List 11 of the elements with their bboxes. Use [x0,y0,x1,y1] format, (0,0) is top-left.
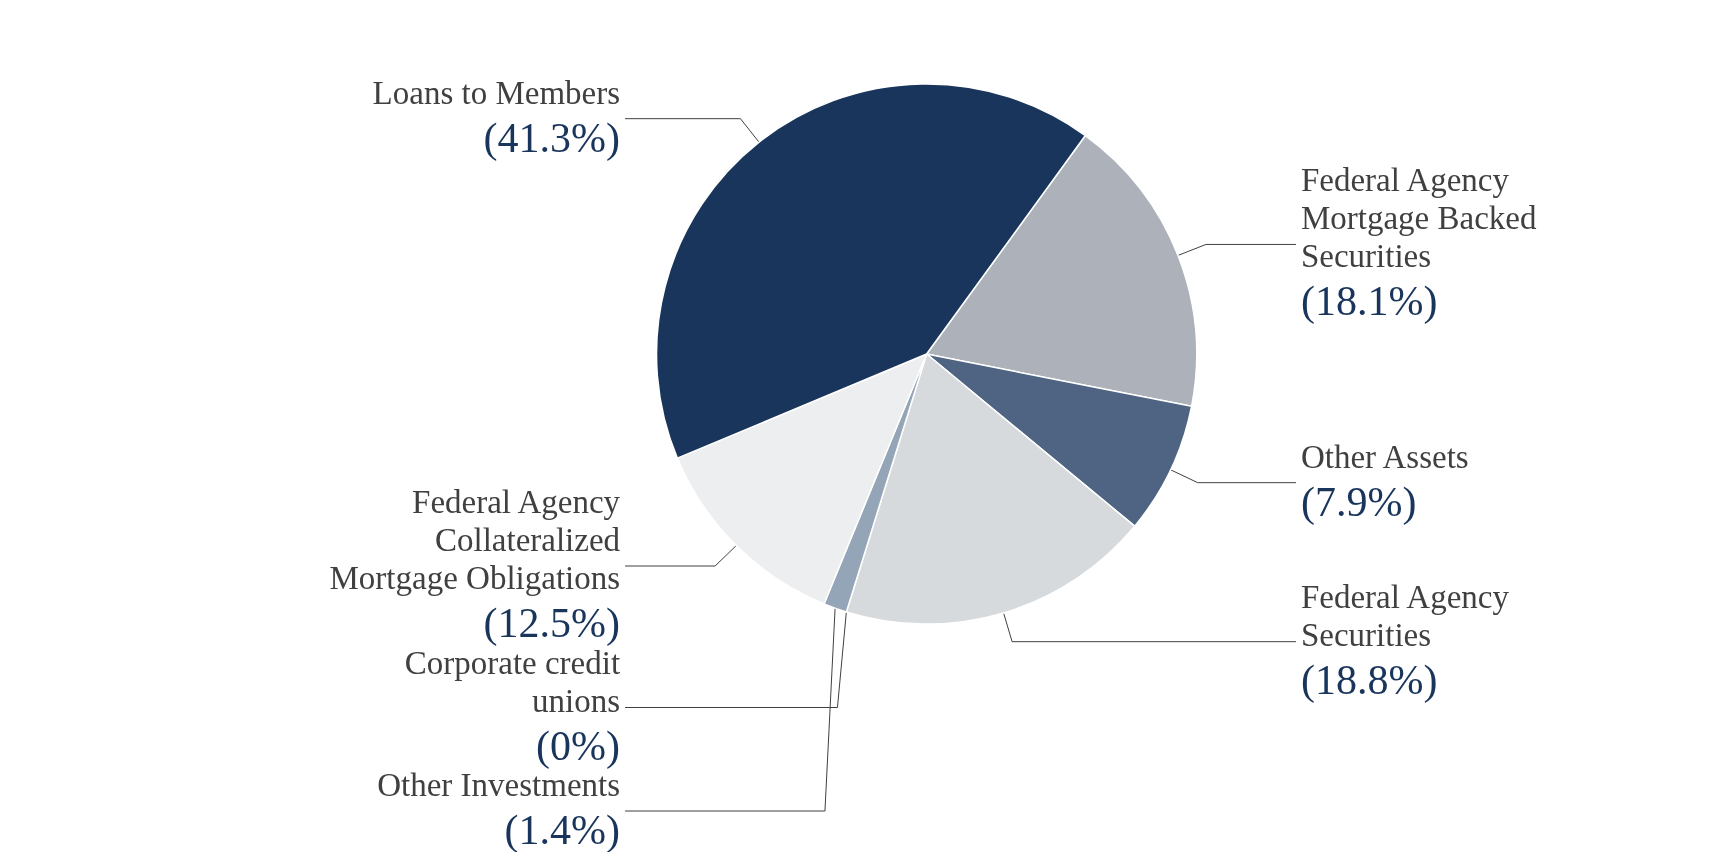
slice-label: Federal Agency Securities [1300,578,1510,653]
data-label: (12.5%) [483,600,621,647]
data-label: (41.3%) [483,114,621,162]
data-label: (18.1%) [1300,278,1438,326]
text: (0%) [536,722,621,769]
slice-label: Federal Agency Collateralized Mortgage Obligations [329,484,621,596]
slice-label: Other Assets [1300,438,1469,475]
slice-label: Loans to Members [372,74,621,111]
slice-label: Federal Agency Mortgage Backed Securities [1300,162,1537,275]
data-label: (7.9%) [1300,478,1417,526]
data-label: (18.8%) [1300,656,1438,704]
